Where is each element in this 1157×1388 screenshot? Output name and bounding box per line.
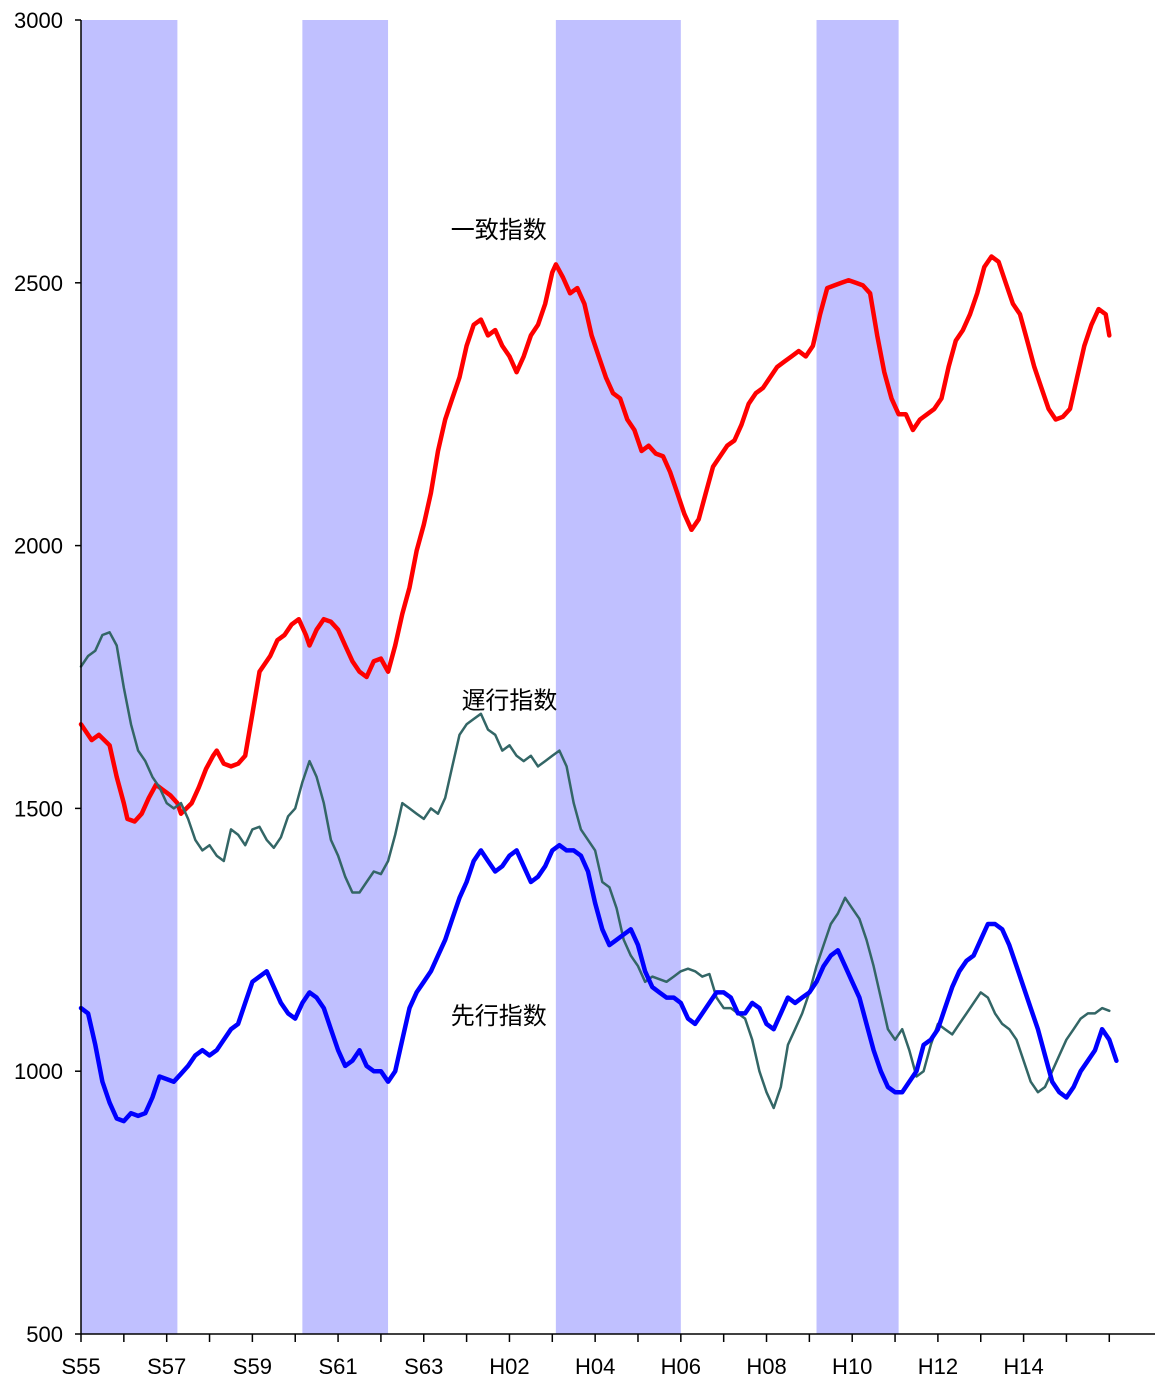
series-lines (78, 254, 1119, 1124)
y-tick-label: 1500 (14, 796, 63, 821)
x-tick-label: S63 (404, 1354, 443, 1379)
recession-band (81, 20, 178, 1334)
axes: 500 1000 1500 2000 2500 3000 S55 S57 S59 S61 S63 H0… (14, 8, 1155, 1379)
x-tick-label: H10 (832, 1354, 872, 1379)
recession-band (816, 20, 899, 1334)
x-tick-label: H04 (575, 1354, 615, 1379)
series-line-2 (78, 842, 1119, 1124)
recession-bands (81, 20, 899, 1334)
y-tick-label: 2500 (14, 271, 63, 296)
series-label-2: 先行指数 (451, 1003, 547, 1030)
x-tick-label: S61 (318, 1354, 357, 1379)
x-tick-label: H14 (1003, 1354, 1043, 1379)
y-tick-label: 2000 (14, 534, 63, 559)
series-label-1: 遅行指数 (461, 688, 557, 715)
series-label-0: 一致指数 (451, 217, 547, 244)
recession-band (555, 20, 681, 1334)
x-tick-label: H06 (661, 1354, 701, 1379)
y-tick-label: 3000 (14, 8, 63, 33)
y-tick-label: 500 (26, 1322, 63, 1347)
x-tick-label: H08 (746, 1354, 786, 1379)
x-tick-label: H12 (918, 1354, 958, 1379)
y-tick-label: 1000 (14, 1059, 63, 1084)
recession-band (302, 20, 389, 1334)
x-tick-label: S59 (233, 1354, 272, 1379)
x-tick-label: S57 (147, 1354, 186, 1379)
x-tick-label: H02 (489, 1354, 529, 1379)
x-tick-label: S55 (61, 1354, 100, 1379)
series-line-0 (78, 254, 1112, 824)
